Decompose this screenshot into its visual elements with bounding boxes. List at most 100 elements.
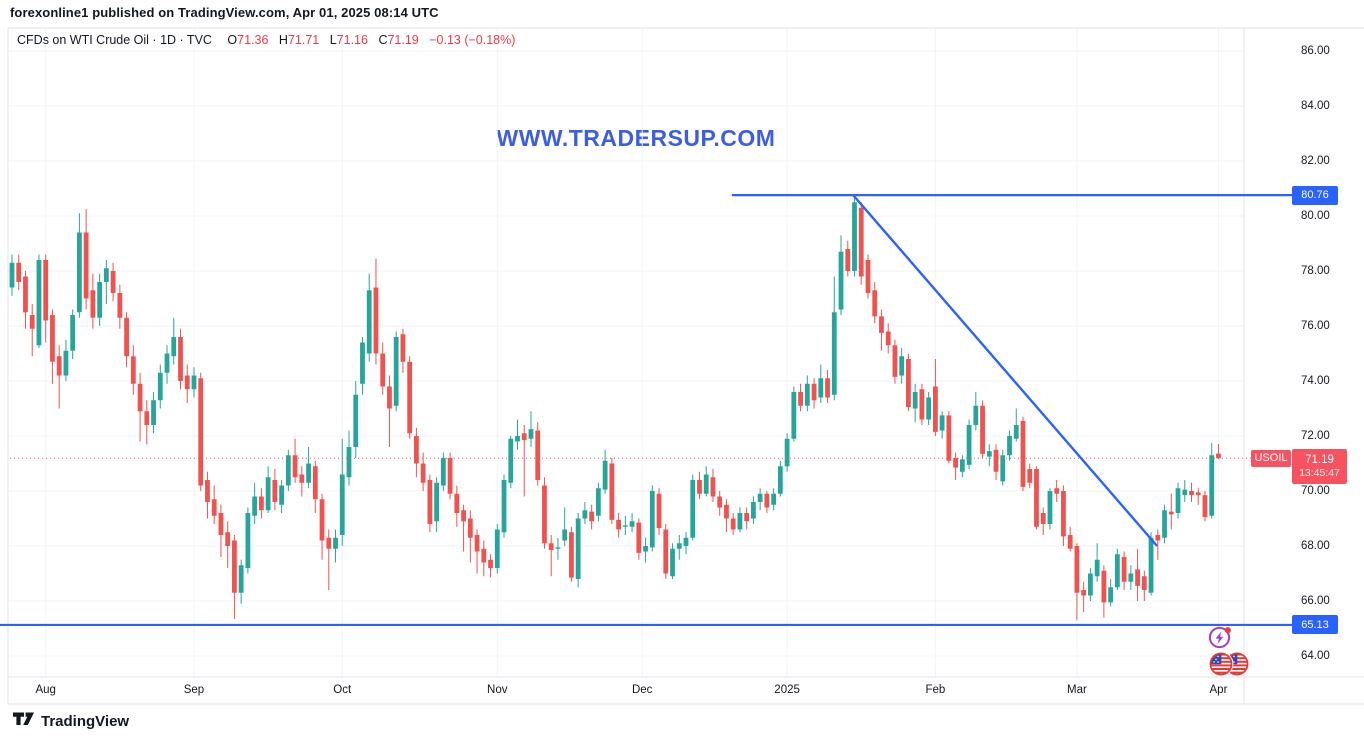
candle[interactable]	[1141, 576, 1147, 590]
candle[interactable]	[501, 480, 507, 533]
candle[interactable]	[535, 430, 541, 481]
candle[interactable]	[744, 513, 750, 522]
candle[interactable]	[508, 438, 514, 483]
candle[interactable]	[380, 353, 386, 387]
candle[interactable]	[238, 565, 244, 593]
candle[interactable]	[602, 460, 608, 490]
candle[interactable]	[29, 315, 35, 329]
candle[interactable]	[481, 548, 487, 563]
candle[interactable]	[333, 537, 338, 549]
candle[interactable]	[1020, 420, 1026, 487]
candle[interactable]	[939, 415, 945, 431]
candle[interactable]	[926, 397, 932, 420]
candle[interactable]	[151, 400, 156, 425]
candle[interactable]	[885, 331, 891, 346]
candle[interactable]	[1162, 510, 1167, 538]
candle[interactable]	[724, 504, 729, 519]
candle[interactable]	[912, 392, 918, 409]
candle[interactable]	[986, 451, 992, 457]
candle[interactable]	[697, 480, 702, 494]
candle[interactable]	[400, 334, 406, 362]
candle[interactable]	[852, 202, 857, 271]
candle[interactable]	[110, 271, 116, 293]
candle[interactable]	[272, 480, 278, 502]
candle[interactable]	[1081, 590, 1087, 596]
candle[interactable]	[609, 463, 615, 520]
candle[interactable]	[90, 290, 96, 318]
symbol-tag[interactable]: USOIL	[1251, 449, 1291, 467]
candle[interactable]	[521, 433, 527, 441]
candle[interactable]	[1013, 425, 1019, 439]
candle[interactable]	[488, 559, 493, 568]
candle[interactable]	[595, 488, 601, 516]
candle[interactable]	[461, 510, 466, 522]
lightning-idea-icon[interactable]	[1206, 624, 1234, 657]
candle[interactable]	[656, 493, 662, 529]
candle[interactable]	[1202, 495, 1208, 518]
candle[interactable]	[1027, 469, 1033, 483]
candle[interactable]	[1148, 537, 1154, 593]
candle[interactable]	[467, 518, 473, 538]
candle[interactable]	[494, 529, 500, 569]
candle[interactable]	[360, 342, 365, 384]
tradingview-logo[interactable]: TradingView	[12, 710, 129, 732]
candle[interactable]	[791, 392, 797, 439]
candle[interactable]	[184, 375, 190, 390]
candle[interactable]	[339, 474, 345, 536]
candle[interactable]	[292, 455, 298, 478]
candle[interactable]	[1155, 535, 1161, 541]
trendline[interactable]	[852, 194, 1159, 547]
candle[interactable]	[1216, 453, 1221, 459]
candle[interactable]	[117, 293, 123, 318]
candle[interactable]	[474, 535, 480, 552]
candle[interactable]	[1034, 469, 1039, 527]
candle[interactable]	[959, 459, 965, 472]
candle[interactable]	[542, 485, 547, 544]
candle[interactable]	[1040, 513, 1046, 524]
last-price-label[interactable]: 71.19 13:45:47	[1292, 449, 1347, 485]
candle[interactable]	[373, 287, 379, 354]
candle[interactable]	[1195, 492, 1201, 496]
candle[interactable]	[1101, 570, 1107, 603]
candle[interactable]	[879, 316, 884, 333]
candle[interactable]	[703, 474, 709, 494]
candle[interactable]	[1047, 491, 1053, 524]
candle[interactable]	[285, 455, 291, 486]
candle[interactable]	[1189, 491, 1194, 496]
candle[interactable]	[899, 356, 905, 376]
candle[interactable]	[858, 207, 864, 277]
candle[interactable]	[103, 268, 109, 282]
candle[interactable]	[366, 290, 372, 354]
candle[interactable]	[993, 449, 999, 472]
candle[interactable]	[218, 513, 224, 535]
candle[interactable]	[1067, 535, 1073, 549]
candle[interactable]	[906, 359, 911, 408]
candle[interactable]	[1121, 557, 1127, 582]
candle[interactable]	[777, 466, 783, 494]
candle[interactable]	[811, 383, 817, 401]
candle[interactable]	[1168, 511, 1174, 515]
candle[interactable]	[50, 315, 55, 362]
candle[interactable]	[77, 232, 82, 313]
candle[interactable]	[454, 493, 460, 513]
candle[interactable]	[43, 260, 49, 321]
candle[interactable]	[784, 438, 790, 467]
candle[interactable]	[56, 356, 62, 376]
candle[interactable]	[198, 378, 204, 486]
candle[interactable]	[589, 511, 595, 522]
candle[interactable]	[751, 502, 756, 519]
candle[interactable]	[643, 546, 648, 552]
candle[interactable]	[427, 480, 433, 524]
candle[interactable]	[953, 458, 958, 468]
candle[interactable]	[447, 458, 453, 494]
candle[interactable]	[265, 477, 271, 511]
candle[interactable]	[319, 499, 325, 541]
candle[interactable]	[932, 386, 938, 432]
candle[interactable]	[831, 312, 837, 395]
candle[interactable]	[306, 463, 311, 483]
candle[interactable]	[63, 350, 69, 376]
candle[interactable]	[1094, 559, 1100, 577]
candle[interactable]	[845, 249, 851, 271]
candle[interactable]	[440, 458, 446, 486]
candle[interactable]	[191, 375, 197, 390]
